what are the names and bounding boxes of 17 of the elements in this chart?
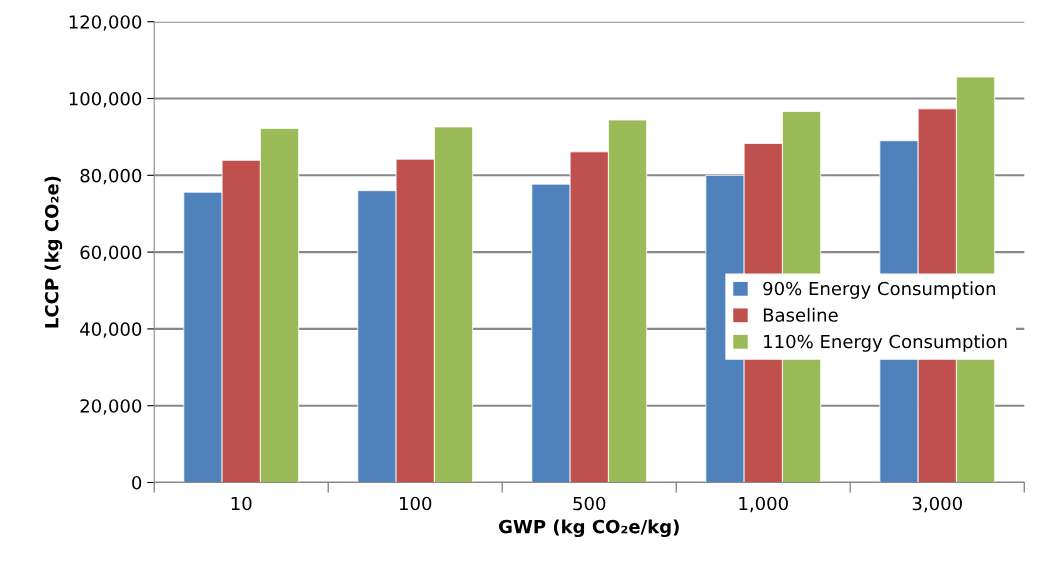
x-tick-label: 10 xyxy=(231,496,252,511)
legend-label: 90% Energy Consumption xyxy=(763,281,996,299)
x-tick-label: 1,000 xyxy=(739,496,788,513)
legend-label: 110% Energy Consumption xyxy=(764,334,1007,352)
y-tick-label: 0 xyxy=(132,475,142,490)
legend-label: Baseline xyxy=(763,307,838,322)
x-tick-label: 3,000 xyxy=(912,496,962,513)
x-tick-label: 100 xyxy=(399,496,432,511)
y-tick-label: 100,000 xyxy=(69,91,142,108)
y-tick-label: 80,000 xyxy=(80,168,142,185)
y-tick-label: 20,000 xyxy=(80,399,142,415)
y-tick-label: 60,000 xyxy=(80,245,142,262)
y-axis-title: LCCP (kg CO₂e) xyxy=(44,176,63,328)
y-tick-label: 120,000 xyxy=(69,15,142,31)
x-tick-label: 500 xyxy=(573,496,606,511)
x-axis-title: GWP (kg CO₂e/kg) xyxy=(499,519,679,538)
y-tick-label: 40,000 xyxy=(80,322,142,338)
